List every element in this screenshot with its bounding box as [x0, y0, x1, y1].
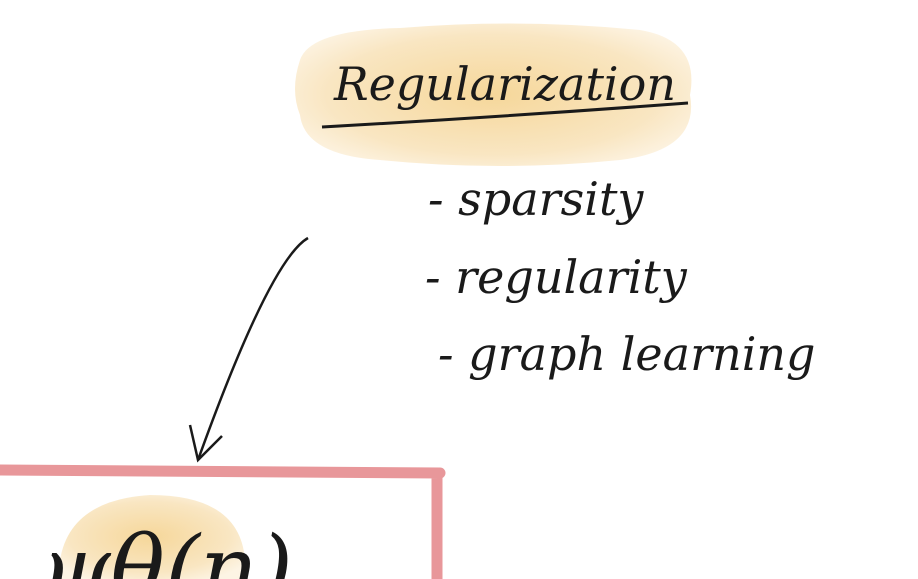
title: Regularization: [333, 57, 676, 111]
box-label: ψθ(n): [40, 517, 293, 579]
list-item: - regularity: [425, 250, 688, 304]
list-item: - sparsity: [428, 172, 644, 226]
box-highlight: [55, 495, 245, 579]
title-underline: [321, 101, 689, 129]
list-item: - graph learning: [438, 327, 815, 381]
arrow-head: [188, 424, 223, 463]
title-highlight: [295, 23, 692, 167]
arrow: [196, 236, 309, 461]
box-outline: [0, 464, 446, 579]
